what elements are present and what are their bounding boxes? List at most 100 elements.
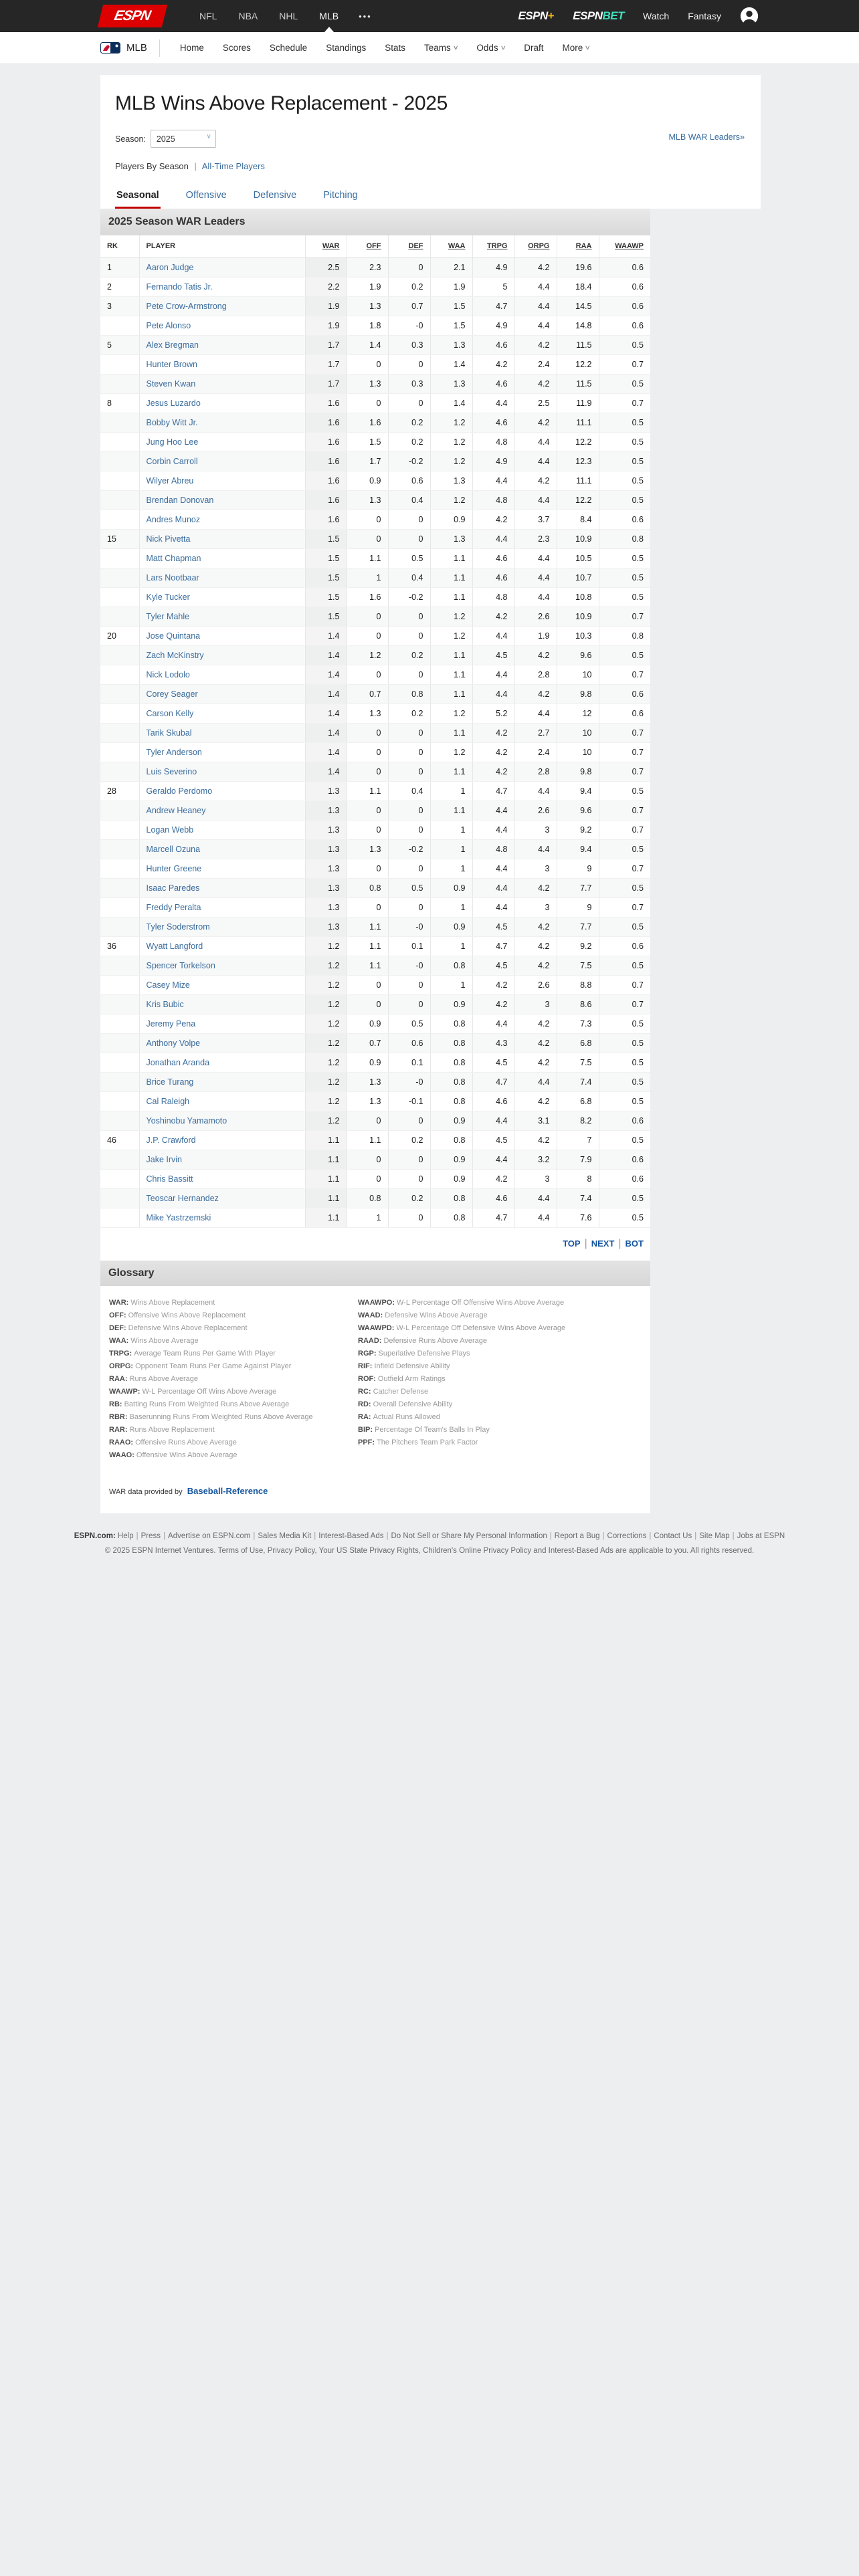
player-link[interactable]: Logan Webb bbox=[146, 825, 194, 835]
player-link[interactable]: Zach McKinstry bbox=[146, 650, 204, 660]
sort-link-off[interactable]: OFF bbox=[366, 242, 381, 251]
subnav-item-scores[interactable]: Scores bbox=[222, 43, 251, 53]
footer-link[interactable]: Site Map bbox=[699, 1531, 730, 1540]
footer-link[interactable]: Help bbox=[117, 1531, 134, 1540]
footer-link[interactable]: Press bbox=[140, 1531, 161, 1540]
sort-link-raa[interactable]: RAA bbox=[575, 242, 592, 251]
player-link[interactable]: Andrew Heaney bbox=[146, 805, 206, 815]
player-link[interactable]: Steven Kwan bbox=[146, 379, 196, 389]
player-link[interactable]: Pete Alonso bbox=[146, 320, 191, 330]
season-select[interactable]: 2025 bbox=[150, 130, 216, 148]
player-link[interactable]: J.P. Crawford bbox=[146, 1135, 196, 1145]
mlb-war-leaders-link[interactable]: MLB WAR Leaders» bbox=[668, 132, 745, 142]
player-link[interactable]: Brice Turang bbox=[146, 1077, 194, 1087]
espn-bet-logo[interactable]: ESPNBET bbox=[573, 9, 625, 22]
sort-link-waawp[interactable]: WAAWP bbox=[615, 242, 644, 251]
footer-link[interactable]: Corrections bbox=[607, 1531, 647, 1540]
player-link[interactable]: Lars Nootbaar bbox=[146, 572, 199, 582]
footer-link[interactable]: Contact Us bbox=[654, 1531, 692, 1540]
player-link[interactable]: Yoshinobu Yamamoto bbox=[146, 1115, 227, 1125]
player-link[interactable]: Carson Kelly bbox=[146, 708, 194, 718]
player-link[interactable]: Tyler Soderstrom bbox=[146, 922, 210, 932]
sort-link-waa[interactable]: WAA bbox=[448, 242, 466, 251]
player-link[interactable]: Alex Bregman bbox=[146, 340, 199, 350]
espn-plus-logo[interactable]: ESPN+ bbox=[518, 9, 555, 22]
tab-defensive[interactable]: Defensive bbox=[253, 190, 297, 201]
player-link[interactable]: Matt Chapman bbox=[146, 553, 201, 563]
player-link[interactable]: Jake Irvin bbox=[146, 1154, 183, 1164]
player-link[interactable]: Hunter Greene bbox=[146, 863, 202, 873]
tab-seasonal[interactable]: Seasonal bbox=[115, 186, 161, 209]
pagination-link-bot[interactable]: BOT bbox=[625, 1238, 644, 1249]
watch-link[interactable]: Watch bbox=[643, 11, 670, 21]
pagination-link-next[interactable]: NEXT bbox=[591, 1238, 615, 1249]
player-link[interactable]: Wyatt Langford bbox=[146, 941, 203, 951]
player-link[interactable]: Freddy Peralta bbox=[146, 902, 201, 912]
player-link[interactable]: Isaac Paredes bbox=[146, 883, 200, 893]
player-link[interactable]: Chris Bassitt bbox=[146, 1174, 193, 1184]
sport-tab-nba[interactable]: NBA bbox=[238, 11, 258, 21]
player-link[interactable]: Fernando Tatis Jr. bbox=[146, 282, 213, 292]
player-link[interactable]: Geraldo Perdomo bbox=[146, 786, 213, 796]
player-link[interactable]: Luis Severino bbox=[146, 766, 197, 776]
player-link[interactable]: Hunter Brown bbox=[146, 359, 197, 369]
player-link[interactable]: Aaron Judge bbox=[146, 262, 194, 272]
sport-tab-mlb[interactable]: MLB bbox=[308, 0, 349, 32]
fantasy-link[interactable]: Fantasy bbox=[688, 11, 721, 21]
subnav-item-teams[interactable]: Teams ∨ bbox=[424, 43, 459, 53]
player-link[interactable]: Kyle Tucker bbox=[146, 592, 190, 602]
pagination-link-top[interactable]: TOP bbox=[563, 1238, 581, 1249]
footer-link[interactable]: Interest-Based Ads bbox=[318, 1531, 384, 1540]
footer-link[interactable]: Advertise on ESPN.com bbox=[168, 1531, 251, 1540]
player-link[interactable]: Spencer Torkelson bbox=[146, 960, 215, 970]
player-link[interactable]: Andres Munoz bbox=[146, 514, 201, 524]
sort-link-def[interactable]: DEF bbox=[408, 242, 423, 251]
footer-link[interactable]: Jobs at ESPN bbox=[737, 1531, 785, 1540]
player-link[interactable]: Casey Mize bbox=[146, 980, 190, 990]
player-link[interactable]: Jeremy Pena bbox=[146, 1018, 196, 1029]
player-link[interactable]: Jung Hoo Lee bbox=[146, 437, 199, 447]
player-link[interactable]: Mike Yastrzemski bbox=[146, 1212, 211, 1222]
espn-logo[interactable]: ESPN bbox=[97, 5, 168, 27]
sort-link-war[interactable]: WAR bbox=[322, 242, 340, 251]
player-link[interactable]: Marcell Ozuna bbox=[146, 844, 201, 854]
subnav-item-stats[interactable]: Stats bbox=[385, 43, 405, 53]
subnav-item-standings[interactable]: Standings bbox=[326, 43, 367, 53]
player-link[interactable]: Teoscar Hernandez bbox=[146, 1193, 219, 1203]
subnav-item-odds[interactable]: Odds ∨ bbox=[476, 43, 506, 53]
player-link[interactable]: Cal Raleigh bbox=[146, 1096, 190, 1106]
subnav-item-home[interactable]: Home bbox=[179, 43, 204, 53]
profile-icon[interactable] bbox=[740, 7, 759, 25]
player-link[interactable]: Nick Lodolo bbox=[146, 669, 190, 679]
footer-link[interactable]: Do Not Sell or Share My Personal Informa… bbox=[391, 1531, 547, 1540]
subnav-item-more[interactable]: More ∨ bbox=[562, 43, 591, 53]
footer-link[interactable]: Report a Bug bbox=[554, 1531, 600, 1540]
subnav-item-schedule[interactable]: Schedule bbox=[269, 43, 308, 53]
sort-link-trpg[interactable]: TRPG bbox=[486, 242, 508, 251]
player-link[interactable]: Tyler Anderson bbox=[146, 747, 202, 757]
player-link[interactable]: Tyler Mahle bbox=[146, 611, 190, 621]
subnav-item-draft[interactable]: Draft bbox=[524, 43, 544, 53]
player-link[interactable]: Jose Quintana bbox=[146, 631, 201, 641]
player-link[interactable]: Kris Bubic bbox=[146, 999, 184, 1009]
tab-pitching[interactable]: Pitching bbox=[323, 190, 358, 201]
player-link[interactable]: Nick Pivetta bbox=[146, 534, 191, 544]
player-link[interactable]: Tarik Skubal bbox=[146, 728, 192, 738]
more-sports-icon[interactable]: ••• bbox=[359, 11, 372, 21]
tab-offensive[interactable]: Offensive bbox=[185, 190, 227, 201]
baseball-reference-link[interactable]: Baseball-Reference bbox=[187, 1485, 268, 1496]
player-link[interactable]: Jesus Luzardo bbox=[146, 398, 201, 408]
all-time-players-link[interactable]: All-Time Players bbox=[201, 161, 265, 171]
player-link[interactable]: Wilyer Abreu bbox=[146, 475, 194, 486]
sport-tab-nfl[interactable]: NFL bbox=[199, 11, 217, 21]
player-link[interactable]: Bobby Witt Jr. bbox=[146, 417, 198, 427]
player-link[interactable]: Corbin Carroll bbox=[146, 456, 198, 466]
player-link[interactable]: Anthony Volpe bbox=[146, 1038, 201, 1048]
player-link[interactable]: Jonathan Aranda bbox=[146, 1057, 210, 1067]
footer-link[interactable]: Sales Media Kit bbox=[258, 1531, 312, 1540]
player-link[interactable]: Brendan Donovan bbox=[146, 495, 214, 505]
sort-link-orpg[interactable]: ORPG bbox=[528, 242, 550, 251]
player-link[interactable]: Corey Seager bbox=[146, 689, 198, 699]
player-link[interactable]: Pete Crow-Armstrong bbox=[146, 301, 227, 311]
sport-tab-nhl[interactable]: NHL bbox=[279, 11, 298, 21]
